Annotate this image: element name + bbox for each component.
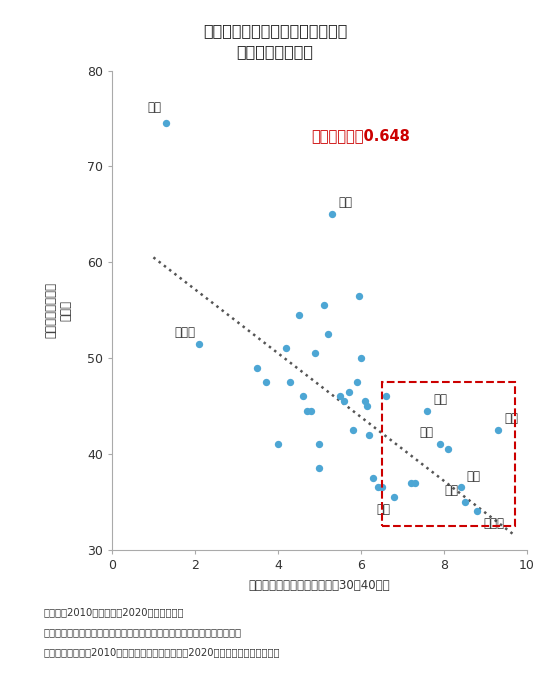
Point	[390, 491, 399, 502]
Text: 女子の大学進学率: 女子の大学進学率	[236, 44, 314, 59]
Point	[315, 463, 324, 474]
Point	[382, 391, 390, 402]
Text: 京都: 京都	[338, 197, 352, 210]
X-axis label: 大卒女性の結婚のしにくさ（30〜40代）: 大卒女性の結婚のしにくさ（30〜40代）	[249, 578, 390, 592]
Point	[336, 391, 345, 402]
Point	[361, 396, 370, 406]
Point	[353, 377, 361, 388]
Point	[355, 290, 364, 301]
Text: 東京: 東京	[148, 100, 162, 114]
Point	[377, 482, 386, 493]
Text: ＊『国勢調査』（2010年），『学校基本調査』（2020年）より鹿田敏彦作成。: ＊『国勢調査』（2010年），『学校基本調査』（2020年）より鹿田敏彦作成。	[44, 647, 280, 657]
Point	[302, 405, 311, 416]
Point	[162, 118, 170, 129]
Point	[406, 477, 415, 488]
Text: 宮崎: 宮崎	[467, 470, 481, 483]
Point	[460, 496, 469, 507]
Point	[253, 362, 262, 373]
Point	[261, 377, 270, 388]
Point	[307, 405, 316, 416]
Point	[273, 439, 282, 450]
Point	[328, 209, 337, 220]
Text: 鹿児島: 鹿児島	[483, 518, 504, 530]
Text: 神奈川: 神奈川	[174, 326, 195, 339]
Point	[311, 348, 320, 359]
Point	[319, 300, 328, 311]
Point	[282, 343, 291, 354]
Text: 佐賀: 佐賀	[444, 484, 459, 497]
Text: 熊本: 熊本	[420, 427, 433, 439]
Point	[195, 338, 204, 349]
Point	[286, 377, 295, 388]
Point	[294, 309, 303, 320]
Text: 長崎: 長崎	[433, 393, 448, 406]
Point	[369, 472, 378, 483]
Point	[323, 329, 332, 340]
Text: 相関係数＝－0.648: 相関係数＝－0.648	[311, 128, 410, 143]
Text: 図２　大卒女性の結婚チャンスと: 図２ 大卒女性の結婚チャンスと	[203, 24, 347, 38]
Text: 沖縄: 沖縄	[504, 412, 518, 425]
Point	[410, 477, 419, 488]
Point	[444, 443, 453, 454]
Point	[356, 353, 365, 363]
Point	[299, 391, 307, 402]
Point	[493, 425, 502, 435]
Point	[436, 439, 444, 450]
Text: ＊横軸は2010年，縦軸は2020年のデータ。: ＊横軸は2010年，縦軸は2020年のデータ。	[44, 607, 184, 617]
Point	[348, 425, 357, 435]
Point	[423, 405, 432, 416]
Point	[456, 482, 465, 493]
Point	[315, 439, 324, 450]
Point	[363, 400, 372, 411]
Text: 大分: 大分	[376, 503, 390, 516]
Point	[340, 396, 349, 406]
Point	[344, 386, 353, 397]
Bar	[382, 382, 515, 526]
Text: 女子の大学進学率
（％）: 女子の大学進学率 （％）	[44, 282, 72, 338]
Point	[365, 429, 373, 440]
Point	[473, 506, 482, 517]
Point	[373, 482, 382, 493]
Text: ＊横軸は，大学・大学院卒女性の未婚率が全女性より何ポイント高いか。: ＊横軸は，大学・大学院卒女性の未婚率が全女性より何ポイント高いか。	[44, 627, 242, 637]
